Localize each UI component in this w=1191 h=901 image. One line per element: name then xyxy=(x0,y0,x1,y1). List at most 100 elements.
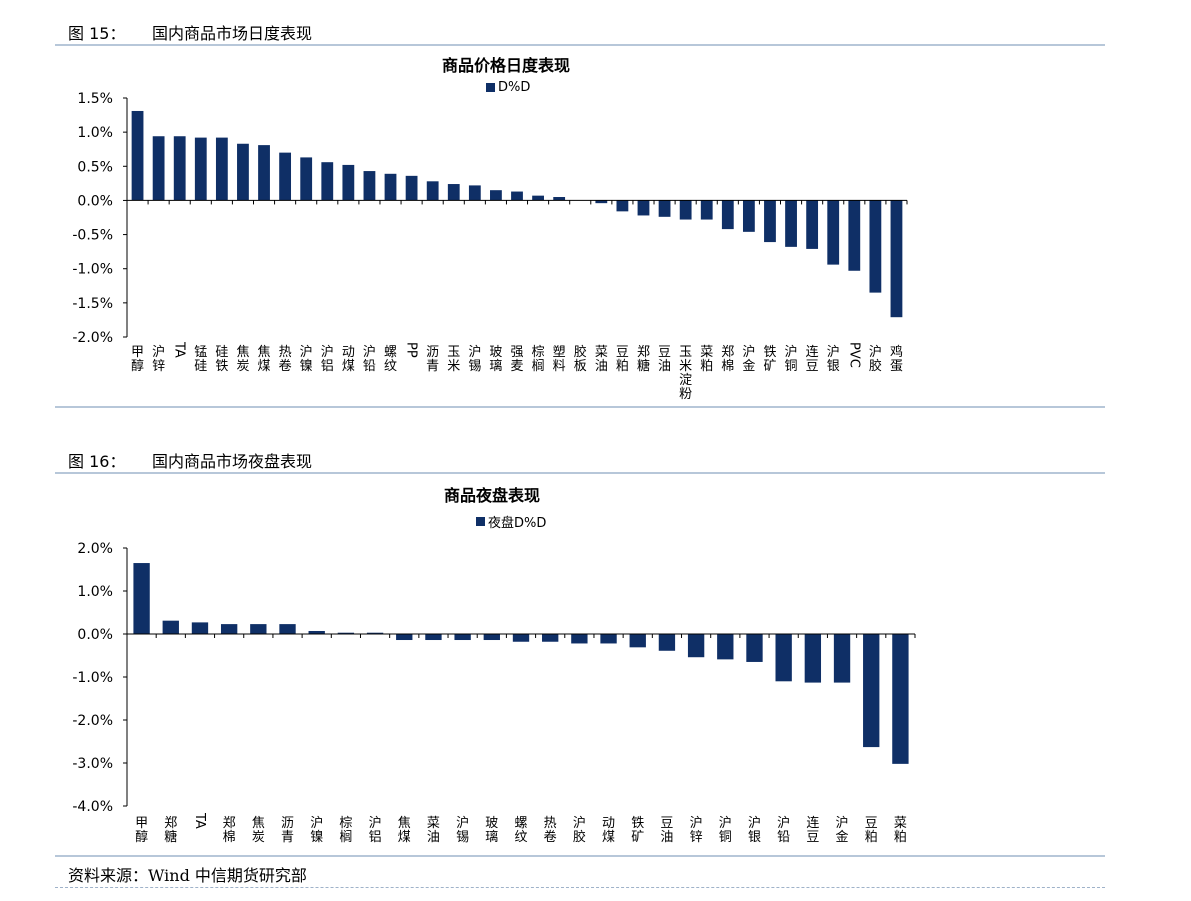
chart-2-bar xyxy=(600,634,617,644)
chart-2-category-label: 豆油 xyxy=(660,816,673,845)
figure-16-header: 图 16： 国内商品市场夜盘表现 xyxy=(68,448,312,472)
chart-1-y-tick-label: -2.0% xyxy=(72,330,113,346)
chart-2-category-label: 沪银 xyxy=(748,815,761,845)
chart-1-category-label: 郑糖 xyxy=(637,345,650,374)
chart-2-bar xyxy=(512,634,530,642)
chart-1-category-label: 热卷 xyxy=(279,345,292,374)
chart-2-category-label: 铁矿 xyxy=(631,816,644,845)
chart-2-category-label: 沪铅 xyxy=(777,815,790,845)
chart-2-bar xyxy=(337,632,355,634)
chart-1-bar xyxy=(237,143,249,201)
chart-1-category-label: 菜粕 xyxy=(700,345,713,374)
chart-1-category-label: 沪铝 xyxy=(321,344,334,374)
chart-1-category-label: 棕榈 xyxy=(532,345,545,374)
chart-1-bar xyxy=(848,200,861,271)
chart-1-bar xyxy=(869,200,882,293)
chart-2-category-label: TA xyxy=(192,812,207,829)
chart-1-bar xyxy=(637,200,650,216)
chart-1-y-tick-label: 1.5% xyxy=(77,91,113,107)
chart-2-bar xyxy=(366,632,384,634)
chart-1-bar xyxy=(468,185,481,201)
chart-1-bar xyxy=(258,145,270,201)
figure-16-bottom-rule xyxy=(55,855,1105,857)
figure-15-top-rule xyxy=(55,44,1105,46)
chart-2-bar xyxy=(133,563,150,634)
chart-2-y-tick-label: -2.0% xyxy=(72,713,113,729)
chart-2-category-label: 沥青 xyxy=(281,816,294,845)
chart-2-category-label: 沪胶 xyxy=(573,815,586,845)
chart-1-bar xyxy=(700,200,713,220)
chart-1-category-label: 玉米淀粉 xyxy=(679,345,692,402)
chart-1-category-label: 豆粕 xyxy=(616,345,629,374)
chart-2-bar xyxy=(746,634,763,662)
chart-2-bar xyxy=(308,630,325,634)
chart-2-category-label: 沪镍 xyxy=(310,815,323,845)
chart-1-bar xyxy=(384,173,397,201)
chart-2-bar xyxy=(687,634,705,658)
chart-2-title: 商品夜盘表现 xyxy=(443,486,540,505)
chart-2-category-label: 热卷 xyxy=(544,816,557,845)
chart-1-category-label: 沪银 xyxy=(827,344,840,374)
chart-2-category-label: 沪锡 xyxy=(456,815,469,845)
chart-1-bar xyxy=(152,136,165,201)
chart-1-category-label: 沥青 xyxy=(426,345,439,374)
chart-2-category-label: 动煤 xyxy=(602,816,615,845)
chart-1-category-label: 菜油 xyxy=(595,345,608,374)
chart-1-bar xyxy=(785,200,797,247)
chart-2-category-label: 沪锌 xyxy=(690,815,703,845)
chart-1-bar xyxy=(827,200,840,265)
chart-2-legend-label: 夜盘D%D xyxy=(488,516,547,531)
chart-2-category-label: 豆粕 xyxy=(865,816,878,845)
chart-2-category-label: 连豆 xyxy=(806,815,819,845)
chart-2-category-label: 沪铝 xyxy=(369,815,382,845)
chart-2-bar xyxy=(658,634,676,651)
chart-1-category-label: 沪金 xyxy=(742,344,755,374)
chart-2-bar xyxy=(162,620,179,634)
chart-2-category-label: 沪铜 xyxy=(719,815,732,845)
chart-1-bar xyxy=(490,190,502,201)
chart-2-category-label: 棕榈 xyxy=(339,816,352,845)
chart-1-bar xyxy=(279,152,292,201)
chart-1-bar xyxy=(194,137,207,201)
chart-1-category-label: 沪铅 xyxy=(363,344,376,374)
chart-2-bar xyxy=(892,634,909,764)
chart-2-bar xyxy=(717,634,734,660)
chart-1-category-label: 鸡蛋 xyxy=(890,344,903,374)
chart-1-category-label: 硅铁 xyxy=(215,345,228,374)
chart-2-category-label: 郑棉 xyxy=(223,816,236,845)
chart-2-bar xyxy=(279,624,296,634)
chart-2-category-label: 玻璃 xyxy=(485,816,498,845)
chart-1-y-tick-label: -0.5% xyxy=(72,228,113,244)
chart-1-bar xyxy=(405,175,418,201)
chart-2-category-label: 焦煤 xyxy=(398,816,411,845)
chart-2-bar xyxy=(775,634,792,682)
chart-1-y-tick-label: 0.5% xyxy=(77,159,113,175)
chart-1-y-tick-label: 0.0% xyxy=(77,193,113,209)
chart-2-y-tick-label: 2.0% xyxy=(77,541,113,557)
chart-1-bar xyxy=(342,164,355,201)
chart-1-category-label: 锰硅 xyxy=(194,345,207,374)
chart-1-bar xyxy=(215,137,228,201)
chart-2-category-label: 菜粕 xyxy=(894,816,907,845)
figure-15-bottom-rule xyxy=(55,406,1105,408)
chart-1-category-label: 沪镍 xyxy=(300,344,313,374)
chart-1-bar xyxy=(679,200,692,220)
chart-1-bar xyxy=(511,191,523,201)
chart-2-category-label: 菜油 xyxy=(427,816,440,845)
chart-1-legend-label: D%D xyxy=(498,80,531,95)
chart-1-category-label: 玻璃 xyxy=(489,345,502,374)
chart-1-category-label: PP xyxy=(404,342,419,358)
chart-1-y-tick-label: -1.0% xyxy=(72,262,113,278)
chart-1-category-label: PVC xyxy=(846,342,861,368)
chart-2-y-tick-label: -4.0% xyxy=(72,799,113,815)
chart-1-bar xyxy=(806,200,819,249)
chart-2-bar xyxy=(425,634,442,641)
figure-16-number: 图 16： xyxy=(68,452,126,471)
chart-2-bar xyxy=(191,622,209,634)
chart-2-bar xyxy=(571,634,588,644)
chart-1-category-label: 焦煤 xyxy=(258,345,271,374)
chart-2-bar xyxy=(542,634,559,642)
chart-2-category-label: 甲醇 xyxy=(135,816,148,845)
chart-2-y-tick-label: 0.0% xyxy=(77,627,113,643)
